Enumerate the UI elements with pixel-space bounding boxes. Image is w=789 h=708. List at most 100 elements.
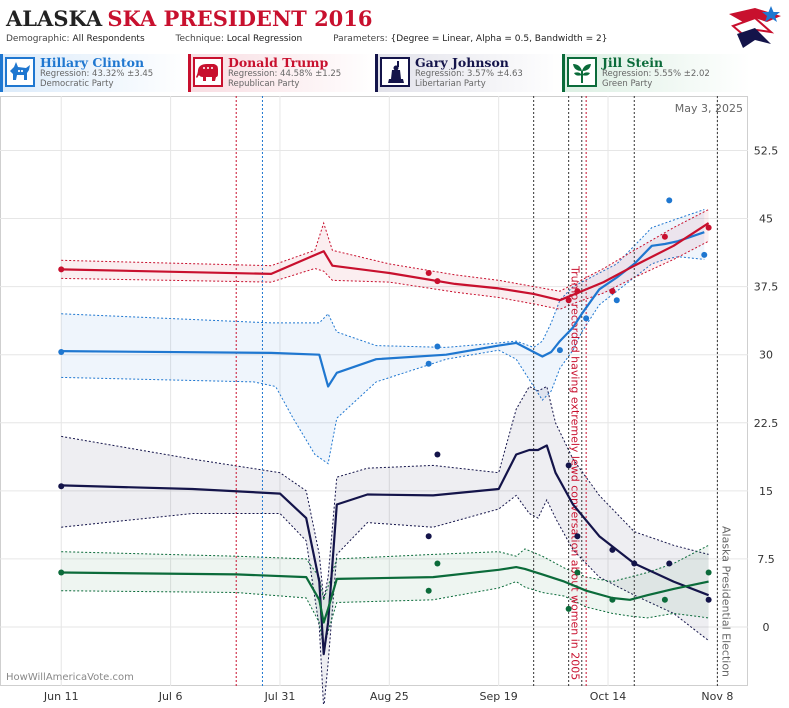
poll-point	[565, 462, 572, 469]
lower-bound-line	[61, 240, 709, 310]
poll-point	[609, 596, 616, 603]
legend-item-stein[interactable]: Jill Stein Regression: 5.55% ±2.02 Green…	[562, 54, 750, 92]
poll-point	[705, 596, 712, 603]
parameters-value: {Degree = Linear, Alpha = 0.5, Bandwidth…	[390, 34, 608, 44]
poll-point	[58, 569, 65, 576]
date-label: May 3, 2025	[675, 102, 743, 115]
plot-frame	[0, 96, 748, 686]
poll-point	[666, 197, 673, 204]
event-lines: Trump recorded having extremely lewd con…	[235, 96, 732, 686]
legend-item-clinton[interactable]: Hillary Clinton Regression: 43.32% ±3.45…	[0, 54, 189, 92]
poll-point	[609, 288, 616, 295]
poll-point	[434, 343, 441, 350]
annotation-label: Trump recorded having extremely lewd con…	[568, 265, 581, 680]
poll-point	[565, 605, 572, 612]
y-tick-label: 30	[759, 349, 773, 362]
site-logo-icon[interactable]	[727, 4, 783, 52]
poll-point	[58, 348, 65, 355]
poll-point	[425, 587, 432, 594]
candidate-regression: Regression: 43.32% ±3.45	[40, 69, 154, 79]
watermark-text: HowWillAmericaVote.com	[6, 672, 134, 683]
demographic-value: All Respondents	[72, 34, 145, 44]
confidence-band	[61, 386, 709, 708]
poll-point	[701, 251, 708, 258]
donkey-icon	[5, 57, 35, 87]
poll-point	[705, 224, 712, 231]
poll-point	[425, 360, 432, 367]
parameters-label: Parameters:	[333, 34, 388, 44]
candidate-regression: Regression: 5.55% ±2.02	[602, 69, 710, 79]
leaf-icon	[567, 57, 597, 87]
candidate-name: Gary Johnson	[415, 55, 509, 70]
liberty-icon	[380, 57, 410, 87]
legend-item-trump[interactable]: Donald Trump Regression: 44.58% ±1.25 Re…	[188, 54, 376, 92]
trend-line	[61, 222, 710, 302]
y-tick-label: 7.5	[757, 553, 775, 566]
poll-point	[58, 483, 65, 490]
confidence-band	[61, 209, 705, 464]
poll-point	[613, 297, 620, 304]
trend-line	[61, 444, 709, 656]
x-tick-label: Jun 11	[43, 690, 79, 703]
demographic-label: Demographic:	[6, 34, 70, 44]
chart-area: Trump recorded having extremely lewd con…	[0, 96, 789, 708]
poll-point	[434, 278, 441, 285]
poll-point	[631, 560, 638, 567]
candidate-party: Democratic Party	[40, 79, 114, 89]
grid	[0, 96, 748, 686]
annotation-label: Alaska Presidential Election	[719, 526, 732, 677]
title-state: ALASKA	[6, 6, 103, 31]
poll-point	[434, 560, 441, 567]
upper-bound-line	[61, 209, 705, 348]
title-race: SKA PRESIDENT 2016	[107, 6, 373, 31]
technique-label: Technique:	[175, 34, 224, 44]
poll-point	[609, 546, 616, 553]
lower-bound-line	[61, 581, 709, 650]
poll-point	[556, 347, 563, 354]
y-tick-label: 0	[763, 621, 770, 634]
upper-bound-line	[61, 209, 709, 292]
poll-point	[666, 560, 673, 567]
y-tick-label: 22.5	[754, 417, 779, 430]
trend-line	[61, 231, 705, 388]
technique-value: Local Regression	[226, 34, 303, 44]
upper-bound-line	[61, 544, 709, 600]
poll-point	[574, 288, 581, 295]
x-tick-label: Jul 31	[264, 690, 296, 703]
poll-points	[58, 197, 712, 612]
x-tick-label: Aug 25	[370, 690, 409, 703]
poll-point	[425, 533, 432, 540]
series-lines	[61, 222, 710, 656]
candidate-regression: Regression: 44.58% ±1.25	[228, 69, 342, 79]
candidate-name: Jill Stein	[602, 55, 664, 70]
poll-point	[425, 270, 432, 276]
legend-item-johnson[interactable]: Gary Johnson Regression: 3.57% ±4.63 Lib…	[375, 54, 563, 92]
lower-bound-line	[61, 256, 705, 465]
candidate-legend: Hillary Clinton Regression: 43.32% ±3.45…	[0, 54, 789, 94]
x-tick-label: Sep 19	[480, 690, 518, 703]
trend-line	[61, 566, 709, 624]
poll-point	[574, 569, 581, 576]
parameters-row: Demographic: All Respondents Technique: …	[6, 34, 635, 44]
candidate-name: Hillary Clinton	[40, 55, 145, 70]
poll-point	[705, 569, 712, 576]
candidate-name: Donald Trump	[228, 55, 329, 70]
x-tick-label: Nov 8	[701, 690, 733, 703]
poll-point	[661, 596, 668, 603]
candidate-party: Green Party	[602, 79, 653, 89]
x-tick-label: Oct 14	[590, 690, 627, 703]
page-title: ALASKA SKA PRESIDENT 2016	[6, 6, 373, 34]
poll-point	[574, 533, 581, 540]
poll-point	[434, 451, 441, 458]
y-tick-label: 15	[759, 485, 773, 498]
confidence-bands	[61, 209, 709, 708]
poll-point	[58, 266, 65, 273]
candidate-regression: Regression: 3.57% ±4.63	[415, 69, 523, 79]
confidence-band	[61, 545, 709, 650]
regression-chart: Trump recorded having extremely lewd con…	[0, 96, 778, 708]
candidate-party: Libertarian Party	[415, 79, 486, 89]
axis-labels: 0 7.5 15 22.5 30 37.5 45 52.5 Jun 11 Jul 6 Jul 31 A…	[6, 102, 778, 703]
poll-point	[583, 315, 590, 322]
elephant-icon	[193, 57, 223, 87]
y-tick-label: 37.5	[754, 281, 779, 294]
